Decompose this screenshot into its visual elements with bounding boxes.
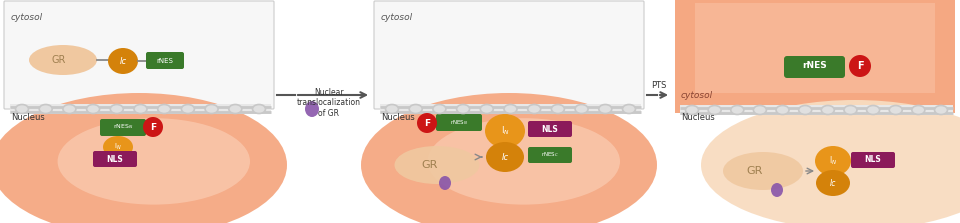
Ellipse shape xyxy=(103,136,133,158)
Ellipse shape xyxy=(504,105,517,114)
Ellipse shape xyxy=(395,146,479,184)
Text: I$_N$: I$_N$ xyxy=(500,125,510,137)
Text: F: F xyxy=(150,122,156,132)
Bar xyxy=(675,0,955,113)
Text: rNES: rNES xyxy=(803,62,828,70)
Ellipse shape xyxy=(528,105,540,114)
Circle shape xyxy=(417,113,437,133)
Ellipse shape xyxy=(844,105,857,114)
FancyBboxPatch shape xyxy=(93,151,137,167)
Text: Nuclear
translocalization
of GR: Nuclear translocalization of GR xyxy=(297,88,361,118)
Text: NLS: NLS xyxy=(865,155,881,165)
Ellipse shape xyxy=(731,105,744,114)
Ellipse shape xyxy=(439,176,451,190)
Ellipse shape xyxy=(799,105,812,114)
Text: GR: GR xyxy=(52,55,66,65)
Ellipse shape xyxy=(551,105,564,114)
FancyBboxPatch shape xyxy=(4,1,274,109)
Ellipse shape xyxy=(754,105,766,114)
Ellipse shape xyxy=(934,105,948,114)
Ellipse shape xyxy=(685,105,699,114)
Ellipse shape xyxy=(486,142,524,172)
Ellipse shape xyxy=(822,105,834,114)
Ellipse shape xyxy=(815,146,851,176)
Ellipse shape xyxy=(15,105,29,114)
FancyBboxPatch shape xyxy=(528,147,572,163)
Ellipse shape xyxy=(252,105,266,114)
Ellipse shape xyxy=(457,105,469,114)
Text: rNES$_N$: rNES$_N$ xyxy=(450,119,468,128)
Ellipse shape xyxy=(622,105,636,114)
FancyBboxPatch shape xyxy=(146,52,184,69)
Text: PTS: PTS xyxy=(651,81,666,90)
Text: rNES$_N$: rNES$_N$ xyxy=(113,123,133,131)
Ellipse shape xyxy=(575,105,588,114)
Circle shape xyxy=(849,55,871,77)
Text: GR: GR xyxy=(747,166,763,176)
Text: I$_N$: I$_N$ xyxy=(114,142,122,152)
Text: cytosol: cytosol xyxy=(681,91,713,101)
Ellipse shape xyxy=(39,105,52,114)
Text: I$_N$: I$_N$ xyxy=(828,155,837,167)
FancyBboxPatch shape xyxy=(374,1,644,109)
Ellipse shape xyxy=(723,152,803,190)
Text: cytosol: cytosol xyxy=(11,14,43,23)
Ellipse shape xyxy=(305,101,319,117)
Text: Ic: Ic xyxy=(119,56,127,66)
Text: NLS: NLS xyxy=(107,155,124,163)
Ellipse shape xyxy=(157,105,171,114)
Text: rNES: rNES xyxy=(156,58,174,64)
Ellipse shape xyxy=(427,118,620,204)
FancyBboxPatch shape xyxy=(100,119,146,136)
Ellipse shape xyxy=(701,100,960,223)
Text: rNES$_C$: rNES$_C$ xyxy=(540,151,559,159)
Text: Ic: Ic xyxy=(501,153,509,161)
Text: NLS: NLS xyxy=(541,124,559,134)
Bar xyxy=(680,105,953,115)
Ellipse shape xyxy=(889,105,902,114)
Text: Nucleus: Nucleus xyxy=(11,112,45,122)
Text: F: F xyxy=(424,118,430,128)
Ellipse shape xyxy=(86,105,100,114)
Ellipse shape xyxy=(228,105,242,114)
Text: Nucleus: Nucleus xyxy=(381,112,415,122)
FancyBboxPatch shape xyxy=(528,121,572,137)
Ellipse shape xyxy=(480,105,493,114)
Ellipse shape xyxy=(361,93,657,223)
Ellipse shape xyxy=(181,105,194,114)
Text: Nucleus: Nucleus xyxy=(681,112,715,122)
Ellipse shape xyxy=(29,45,97,75)
Bar xyxy=(10,104,271,114)
Ellipse shape xyxy=(108,48,138,74)
Ellipse shape xyxy=(110,105,123,114)
Ellipse shape xyxy=(386,105,398,114)
Ellipse shape xyxy=(912,105,924,114)
Text: F: F xyxy=(856,61,863,71)
Ellipse shape xyxy=(776,105,789,114)
Ellipse shape xyxy=(599,105,612,114)
Text: Ic: Ic xyxy=(829,178,836,188)
Ellipse shape xyxy=(0,93,287,223)
Ellipse shape xyxy=(816,170,850,196)
FancyBboxPatch shape xyxy=(784,56,845,78)
Ellipse shape xyxy=(409,105,422,114)
Bar xyxy=(695,3,935,93)
FancyBboxPatch shape xyxy=(436,114,482,131)
Ellipse shape xyxy=(58,118,250,204)
Ellipse shape xyxy=(867,105,879,114)
Ellipse shape xyxy=(771,183,783,197)
Ellipse shape xyxy=(708,105,721,114)
Text: cytosol: cytosol xyxy=(381,14,413,23)
Ellipse shape xyxy=(63,105,76,114)
Ellipse shape xyxy=(433,105,445,114)
Ellipse shape xyxy=(134,105,147,114)
Text: GR: GR xyxy=(421,160,438,170)
Circle shape xyxy=(143,117,163,137)
Bar xyxy=(380,104,641,114)
Ellipse shape xyxy=(485,114,525,148)
FancyBboxPatch shape xyxy=(851,152,895,168)
Ellipse shape xyxy=(205,105,218,114)
